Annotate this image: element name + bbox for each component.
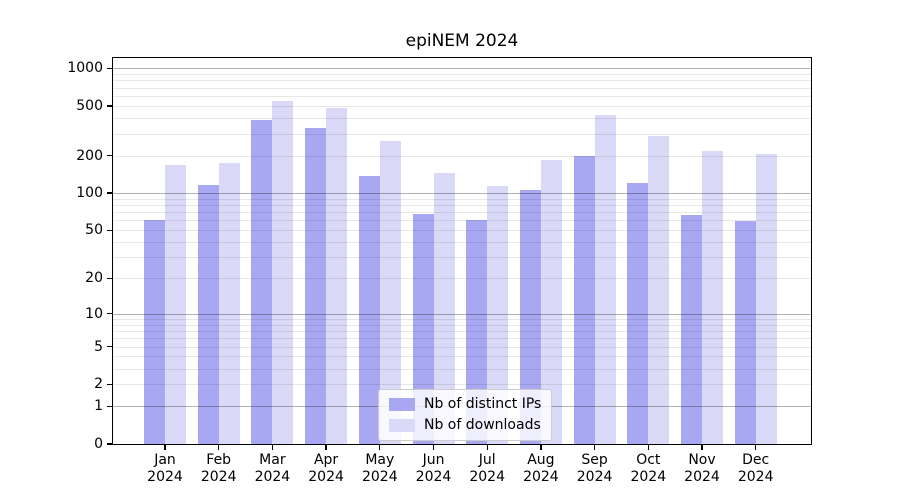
y-tick-200 <box>107 154 113 157</box>
x-tick-label-apr: Apr 2024 <box>308 452 344 485</box>
minor-gridline <box>113 118 811 120</box>
bar-downloads-apr <box>326 107 348 444</box>
bar-distinct-ips-nov <box>681 214 702 444</box>
legend-label-distinct-ips: Nb of distinct IPs <box>424 396 542 412</box>
legend-item-distinct-ips: Nb of distinct IPs <box>389 397 541 412</box>
bar-distinct-ips-dec <box>734 221 756 444</box>
minor-gridline <box>113 96 811 98</box>
x-tick-label-jun: Jun 2024 <box>415 452 452 485</box>
x-tick-label-oct: Oct 2024 <box>630 452 667 485</box>
x-tick-jul <box>486 444 488 450</box>
x-tick-label-nov: Nov 2024 <box>684 452 720 485</box>
x-tick-oct <box>647 444 649 450</box>
bar-distinct-ips-jun <box>412 213 434 444</box>
y-tick-label-5: 5 <box>94 338 103 355</box>
bar-downloads-sep <box>594 115 616 444</box>
y-tick-50 <box>107 229 113 231</box>
legend-label-downloads: Nb of downloads <box>424 417 541 433</box>
y-tick-10 <box>107 312 113 315</box>
x-tick-jan <box>164 444 166 450</box>
x-tick-label-mar: Mar 2024 <box>254 452 291 485</box>
y-tick-label-10: 10 <box>85 305 103 322</box>
plot-area: Nb of distinct IPs Nb of downloads Jan 20… <box>67 57 812 485</box>
bar-distinct-ips-oct <box>627 183 649 444</box>
y-tick-label-1: 1 <box>94 398 103 415</box>
bar-downloads-mar <box>272 101 294 444</box>
x-tick-dec <box>755 444 757 450</box>
minor-gridline <box>113 87 811 89</box>
legend: Nb of distinct IPs Nb of downloads <box>378 389 553 441</box>
x-tick-may <box>379 444 381 450</box>
y-tick-500 <box>107 105 113 107</box>
x-tick-label-jan: Jan 2024 <box>147 452 183 485</box>
x-tick-apr <box>325 444 327 450</box>
y-tick-label-0: 0 <box>94 436 103 452</box>
y-tick-0 <box>107 443 113 445</box>
bar-distinct-ips-sep <box>573 155 595 444</box>
minor-gridline <box>113 80 811 82</box>
x-tick-nov <box>701 444 703 450</box>
bar-distinct-ips-aug <box>519 189 541 444</box>
y-tick-20 <box>107 277 113 280</box>
bar-distinct-ips-apr <box>305 127 327 444</box>
minor-gridline <box>113 133 811 135</box>
y-tick-2 <box>107 383 113 385</box>
minor-gridline <box>113 74 811 76</box>
y-tick-label-2: 2 <box>94 376 103 393</box>
bar-downloads-jun <box>433 173 455 444</box>
bar-downloads-feb <box>218 162 240 444</box>
bar-distinct-ips-mar <box>251 120 273 444</box>
legend-item-downloads: Nb of downloads <box>389 418 541 433</box>
x-tick-label-dec: Dec 2024 <box>737 452 774 485</box>
y-tick-label-200: 200 <box>76 147 103 164</box>
minor-gridline <box>113 105 811 107</box>
bar-distinct-ips-may <box>358 176 380 444</box>
x-tick-label-jul: Jul 2024 <box>469 452 505 485</box>
y-tick-1000 <box>107 67 113 70</box>
bar-distinct-ips-feb <box>197 185 219 444</box>
y-tick-1 <box>107 405 113 407</box>
legend-swatch-distinct-ips <box>389 398 415 411</box>
x-tick-feb <box>218 444 220 450</box>
y-tick-100 <box>107 192 113 194</box>
bar-downloads-aug <box>540 160 562 444</box>
bar-distinct-ips-jan <box>144 220 165 444</box>
bar-downloads-may <box>379 141 401 444</box>
x-tick-label-sep: Sep 2024 <box>576 452 613 485</box>
x-tick-aug <box>540 444 542 450</box>
chart-title: epiNEM 2024 <box>405 31 519 51</box>
major-gridline <box>113 68 811 70</box>
legend-swatch-downloads <box>389 419 415 432</box>
bar-downloads-oct <box>648 135 670 444</box>
bar-distinct-ips-jul <box>466 220 488 444</box>
y-tick-label-100: 100 <box>76 185 103 202</box>
y-tick-label-1000: 1000 <box>67 60 103 77</box>
x-tick-mar <box>271 444 274 450</box>
y-tick-label-500: 500 <box>76 97 103 114</box>
x-tick-label-feb: Feb 2024 <box>200 452 237 485</box>
y-tick-label-50: 50 <box>85 222 103 239</box>
bar-downloads-jul <box>487 186 509 444</box>
x-tick-label-aug: Aug 2024 <box>523 452 559 485</box>
x-tick-jun <box>432 444 435 450</box>
bar-downloads-jan <box>165 165 186 444</box>
bar-downloads-nov <box>702 150 723 444</box>
y-tick-label-20: 20 <box>85 270 103 287</box>
x-tick-sep <box>593 444 596 450</box>
y-tick-5 <box>107 345 113 348</box>
x-tick-label-may: May 2024 <box>361 452 398 485</box>
bar-downloads-dec <box>755 154 777 444</box>
